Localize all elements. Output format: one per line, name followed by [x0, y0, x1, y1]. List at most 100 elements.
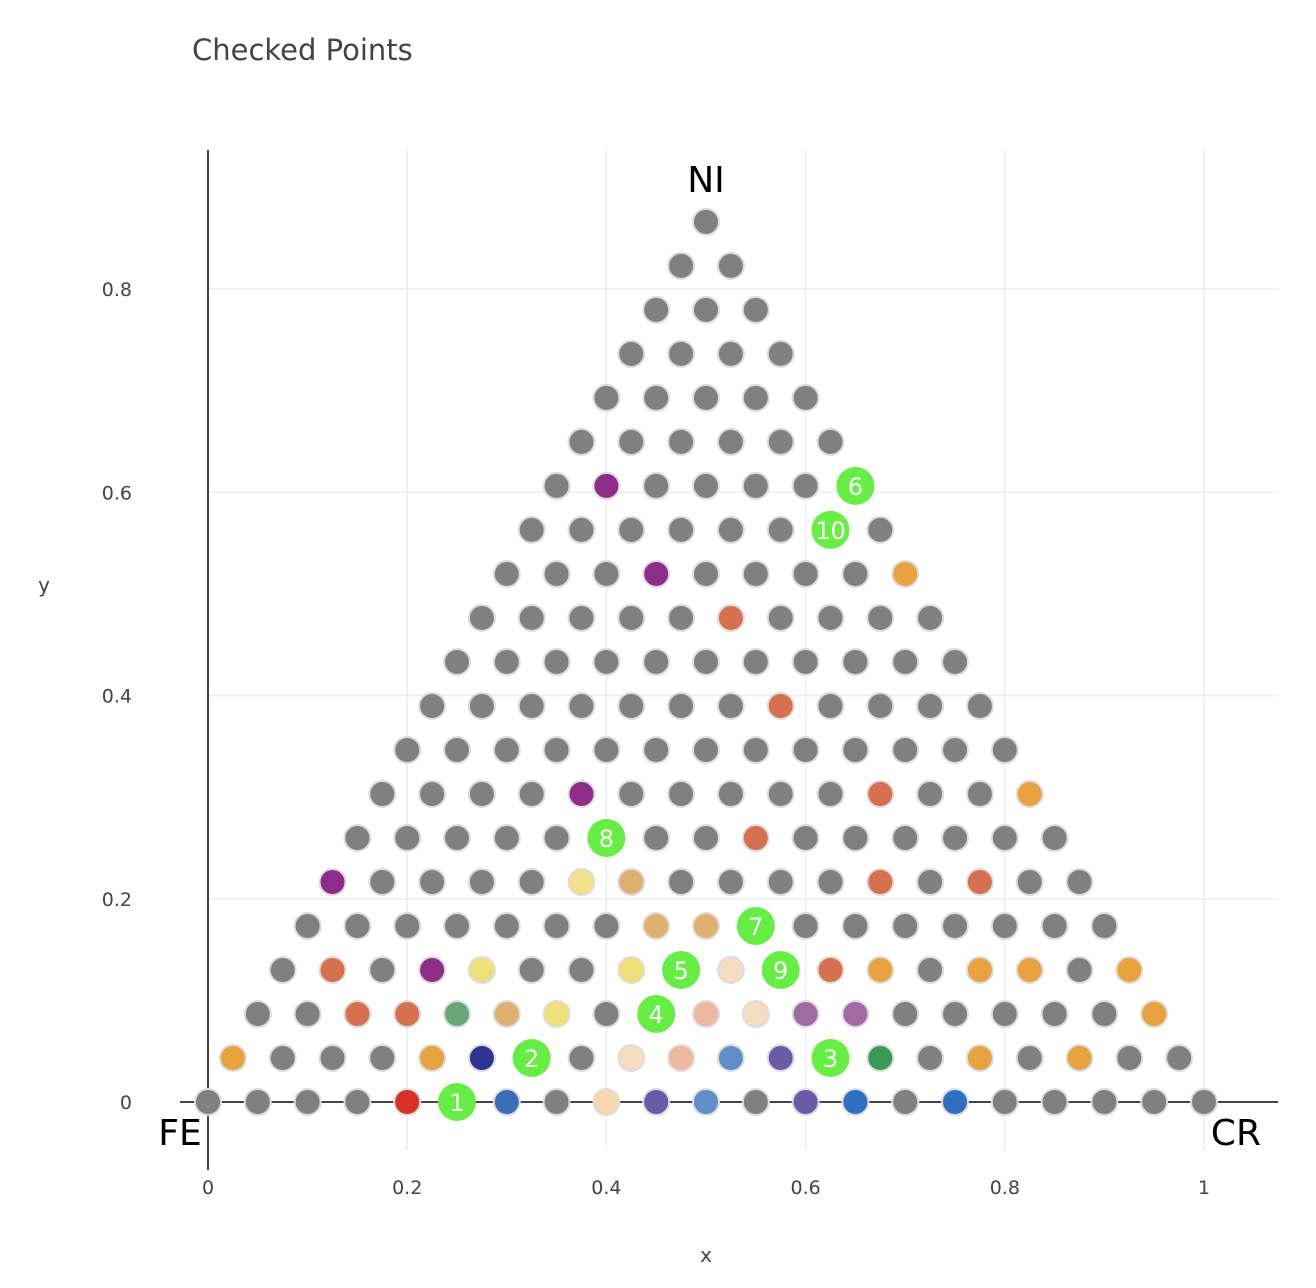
- corner-label-fe: FE: [158, 1113, 201, 1154]
- data-point: [1090, 911, 1119, 940]
- data-point: [1065, 955, 1094, 984]
- data-point: [841, 559, 870, 588]
- data-point: [268, 1043, 297, 1072]
- numbered-marker: [438, 1083, 476, 1121]
- numbered-marker-label: 10: [815, 517, 846, 545]
- data-point: [916, 779, 945, 808]
- data-point: [617, 515, 646, 544]
- data-point: [990, 1088, 1019, 1116]
- data-point: [617, 427, 646, 456]
- data-point: [1140, 1088, 1169, 1116]
- data-point: [393, 999, 422, 1028]
- data-point: [716, 515, 745, 544]
- data-point: [841, 911, 870, 940]
- data-point: [642, 735, 671, 764]
- data-point: [492, 999, 521, 1028]
- data-point: [766, 1043, 795, 1072]
- data-point: [916, 1043, 945, 1072]
- data-point: [268, 955, 297, 984]
- data-point: [368, 1043, 397, 1072]
- numbered-marker: [662, 950, 701, 989]
- data-point: [467, 1043, 496, 1072]
- numbered-marker-label: 5: [673, 957, 688, 985]
- data-point: [542, 823, 571, 852]
- data-point: [393, 735, 422, 764]
- data-point: [741, 295, 770, 324]
- data-point: [692, 911, 720, 940]
- data-point: [741, 647, 770, 676]
- data-point: [692, 207, 720, 236]
- data-point: [617, 955, 646, 984]
- data-point: [467, 603, 496, 632]
- numbered-marker: [736, 906, 775, 945]
- numbered-marker-label: 8: [599, 825, 614, 853]
- data-point: [443, 999, 471, 1028]
- data-point: [542, 911, 571, 940]
- data-point: [418, 955, 447, 984]
- data-point: [692, 1088, 720, 1116]
- data-point: [592, 999, 621, 1028]
- data-point: [343, 1088, 372, 1116]
- data-point: [293, 911, 322, 940]
- chart-title: Checked Points: [192, 33, 413, 67]
- data-point: [1015, 779, 1044, 808]
- y-tick-label: 0.6: [102, 482, 132, 504]
- data-point: [1040, 1088, 1069, 1116]
- data-point: [891, 823, 920, 852]
- data-point: [542, 471, 571, 500]
- y-tick-label: 0.8: [102, 279, 132, 301]
- x-tick-label: 0.4: [591, 1177, 621, 1199]
- data-point: [941, 823, 969, 852]
- data-point: [592, 911, 621, 940]
- data-point: [866, 1043, 895, 1072]
- data-point: [567, 515, 596, 544]
- data-point: [368, 779, 397, 808]
- data-point: [1090, 999, 1119, 1028]
- data-point: [692, 999, 720, 1028]
- data-point: [368, 955, 397, 984]
- data-point: [1040, 999, 1069, 1028]
- data-point: [418, 691, 447, 720]
- data-point: [866, 955, 895, 984]
- data-point: [741, 559, 770, 588]
- data-point: [791, 471, 820, 500]
- data-point: [965, 955, 994, 984]
- data-point: [716, 1043, 745, 1072]
- data-point: [592, 1088, 621, 1116]
- data-point: [791, 647, 820, 676]
- data-point: [567, 691, 596, 720]
- data-point: [243, 1088, 272, 1116]
- data-point: [667, 867, 696, 896]
- data-point: [642, 559, 671, 588]
- data-point: [990, 735, 1019, 764]
- data-point: [841, 823, 870, 852]
- data-point: [542, 559, 571, 588]
- numbered-marker: [761, 950, 800, 989]
- data-point: [866, 867, 895, 896]
- data-point: [542, 1088, 571, 1116]
- data-point: [990, 911, 1019, 940]
- data-point: [1090, 1088, 1119, 1116]
- data-point: [1065, 1043, 1094, 1072]
- numbered-marker: [637, 994, 676, 1033]
- data-point: [492, 911, 521, 940]
- data-point: [642, 1088, 671, 1116]
- data-point: [467, 955, 496, 984]
- data-point: [467, 867, 496, 896]
- data-point: [368, 867, 397, 896]
- x-tick-label: 1: [1198, 1177, 1210, 1199]
- data-point: [791, 735, 820, 764]
- data-point: [592, 471, 621, 500]
- data-point: [567, 427, 596, 456]
- data-point: [891, 735, 920, 764]
- data-point: [791, 911, 820, 940]
- data-point: [965, 1043, 994, 1072]
- data-point: [916, 867, 945, 896]
- data-point: [592, 647, 621, 676]
- tick-labels: 0 0.2 0.4 0.6 0.8 100.20.40.60.8: [102, 279, 1210, 1199]
- data-point: [393, 823, 422, 852]
- y-tick-label: 0.4: [102, 686, 132, 708]
- data-point: [393, 1088, 422, 1116]
- data-point: [592, 383, 621, 412]
